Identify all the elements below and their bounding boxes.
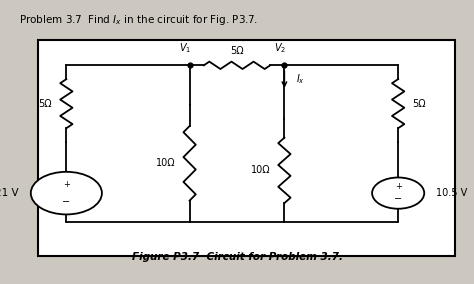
Text: Problem 3.7  Find $I_x$ in the circuit for Fig. P3.7.: Problem 3.7 Find $I_x$ in the circuit fo… — [19, 13, 258, 27]
Circle shape — [31, 172, 102, 214]
Text: 5Ω: 5Ω — [412, 99, 426, 109]
Text: Figure P3.7  Circuit for Problem 3.7.: Figure P3.7 Circuit for Problem 3.7. — [131, 252, 343, 262]
Text: $V_2$: $V_2$ — [273, 41, 286, 55]
Text: 5Ω: 5Ω — [38, 99, 52, 109]
Circle shape — [372, 178, 424, 209]
Text: 21 V: 21 V — [0, 188, 19, 198]
Text: +: + — [63, 180, 70, 189]
FancyBboxPatch shape — [38, 40, 455, 256]
Text: −: − — [394, 194, 402, 204]
Text: 10.5 V: 10.5 V — [436, 188, 467, 198]
Text: $V_1$: $V_1$ — [179, 41, 191, 55]
Text: $I_x$: $I_x$ — [296, 73, 305, 86]
Text: −: − — [62, 197, 71, 207]
Text: 10Ω: 10Ω — [251, 165, 270, 176]
Text: 10Ω: 10Ω — [156, 158, 175, 168]
Text: +: + — [395, 182, 401, 191]
Text: 5Ω: 5Ω — [230, 46, 244, 56]
